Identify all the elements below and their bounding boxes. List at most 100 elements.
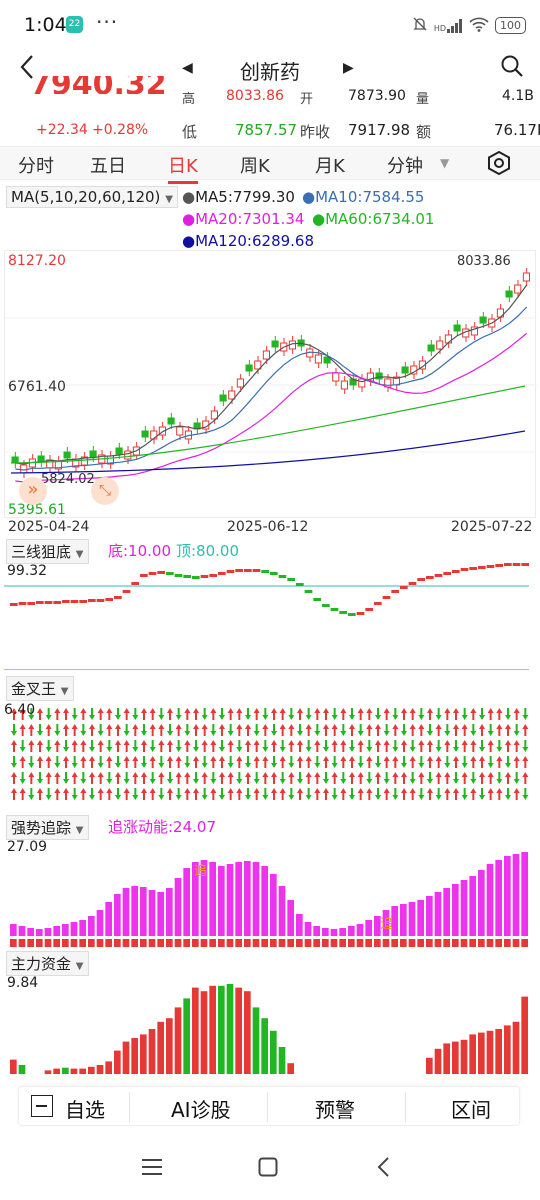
ind2-arrow — [11, 772, 17, 784]
ind2-arrow — [167, 708, 173, 720]
ind2-arrow — [427, 772, 433, 784]
ind2-arrow — [236, 724, 243, 736]
ai-diagnosis-button[interactable]: AI诊股 — [171, 1098, 231, 1122]
tab-monthly-k[interactable]: 月K — [315, 156, 345, 177]
ind3-base — [391, 939, 398, 947]
ind2-arrow — [219, 724, 225, 736]
ind2-arrow — [271, 756, 277, 768]
indicator1-panel[interactable]: 99.32 — [4, 560, 536, 670]
ind2-arrow — [123, 788, 130, 800]
ind3-base — [330, 939, 338, 947]
indicator3-selector[interactable]: 强势追踪 ▼ — [6, 815, 89, 840]
ind2-arrow — [305, 708, 312, 720]
ind3-base — [96, 939, 104, 947]
ind2-arrow — [28, 756, 35, 768]
kline-chart[interactable]: 8127.20 6761.40 5395.61 8033.86 5824.02 … — [4, 250, 537, 518]
ind2-arrow — [132, 772, 139, 784]
ind3-base — [495, 939, 502, 947]
ind3-base — [296, 939, 303, 947]
ind2-arrow — [28, 724, 35, 736]
next-stock-icon[interactable]: ▶ — [343, 60, 354, 76]
tab-weekly-k[interactable]: 周K — [240, 156, 270, 177]
back-icon[interactable] — [18, 54, 36, 84]
ind2-arrow — [106, 772, 113, 784]
ind3-base — [408, 939, 416, 947]
ind2-arrow — [89, 788, 95, 800]
ind2-arrow — [45, 724, 52, 736]
ind3-base — [521, 939, 528, 947]
range-button[interactable]: 区间 — [451, 1098, 491, 1122]
ind3-svg — [10, 852, 528, 947]
ind2-arrow — [427, 756, 433, 768]
minute-dropdown-icon[interactable]: ▼ — [440, 156, 450, 170]
ind3-base — [62, 939, 69, 947]
tab-minute[interactable]: 分钟 — [387, 156, 423, 177]
ind2-arrow — [314, 756, 321, 768]
indicator4-selector[interactable]: 主力资金 ▼ — [6, 951, 89, 976]
ind3-bar — [330, 929, 338, 936]
ind2-arrow — [357, 740, 364, 752]
ind2-arrow — [132, 724, 139, 736]
search-icon[interactable] — [500, 54, 524, 82]
ind2-arrow — [340, 724, 347, 736]
ind3-base — [304, 939, 312, 947]
ind3-bar — [478, 870, 485, 936]
ind1-segment — [10, 603, 18, 606]
ind2-arrow — [271, 788, 277, 800]
ind3-bar — [192, 862, 199, 936]
indicator2-selector[interactable]: 金叉王 ▼ — [6, 676, 74, 701]
ind2-arrow — [167, 724, 173, 736]
fast-forward-icon[interactable]: » — [19, 477, 47, 505]
ind2-arrow — [219, 740, 225, 752]
indicator3-panel[interactable]: 27.09 追 追 — [4, 836, 536, 948]
ind3-base — [512, 939, 520, 947]
ind2-arrow — [149, 756, 156, 768]
ind2-arrow — [323, 788, 329, 800]
ind4-bar — [443, 1043, 450, 1074]
tab-intraday[interactable]: 分时 — [18, 156, 54, 177]
remove-watchlist-icon[interactable] — [31, 1095, 53, 1117]
home-icon[interactable] — [258, 1157, 278, 1181]
back-nav-icon[interactable] — [376, 1156, 390, 1182]
candle — [141, 430, 149, 438]
ind1-segment — [79, 600, 87, 603]
ind2-arrow — [401, 772, 407, 784]
indicator2-panel[interactable]: 6.40 — [4, 700, 536, 810]
indicator1-selector[interactable]: 三线狙底 ▼ — [6, 539, 89, 564]
ind3-base — [270, 939, 277, 947]
ind2-arrow — [201, 708, 208, 720]
alert-button[interactable]: 预警 — [315, 1098, 355, 1122]
ma120-legend: ●MA120:6289.68 — [182, 232, 315, 250]
menu-icon[interactable] — [142, 1158, 162, 1180]
ind2-arrow — [97, 772, 104, 784]
ind4-bar — [166, 1018, 173, 1074]
ind2-arrow — [305, 740, 312, 752]
expand-icon[interactable]: ⤡ — [91, 477, 119, 505]
ma-selector[interactable]: MA(5,10,20,60,120) ▼ — [6, 186, 178, 208]
ind2-arrow — [522, 756, 529, 768]
ind3-bar — [148, 890, 156, 936]
indicator4-panel[interactable]: 9.84 — [4, 972, 536, 1074]
ind2-arrow — [262, 740, 269, 752]
ind2-arrow — [279, 756, 286, 768]
ind3-bar — [261, 866, 268, 936]
watchlist-button[interactable]: 自选 — [65, 1098, 105, 1122]
ind2-arrow — [37, 740, 43, 752]
ind2-arrow — [331, 756, 338, 768]
ind1-segment — [183, 575, 191, 578]
ma120-line — [10, 430, 526, 474]
tab-daily-k[interactable]: 日K — [168, 152, 198, 184]
prev-stock-icon[interactable]: ◀ — [182, 60, 193, 76]
ind3-bar — [400, 904, 407, 936]
ind2-arrow — [496, 740, 503, 752]
ind1-segment — [44, 601, 53, 604]
ind2-arrow — [418, 756, 425, 768]
ind3-bar — [417, 900, 424, 936]
ind1-segment — [235, 569, 243, 572]
ind2-arrow — [522, 772, 529, 784]
ind2-arrow — [470, 788, 477, 800]
tab-five-day[interactable]: 五日 — [90, 156, 126, 177]
ind2-arrow — [262, 708, 269, 720]
settings-hexagon-icon[interactable] — [486, 150, 512, 180]
ind2-arrow — [297, 724, 303, 736]
